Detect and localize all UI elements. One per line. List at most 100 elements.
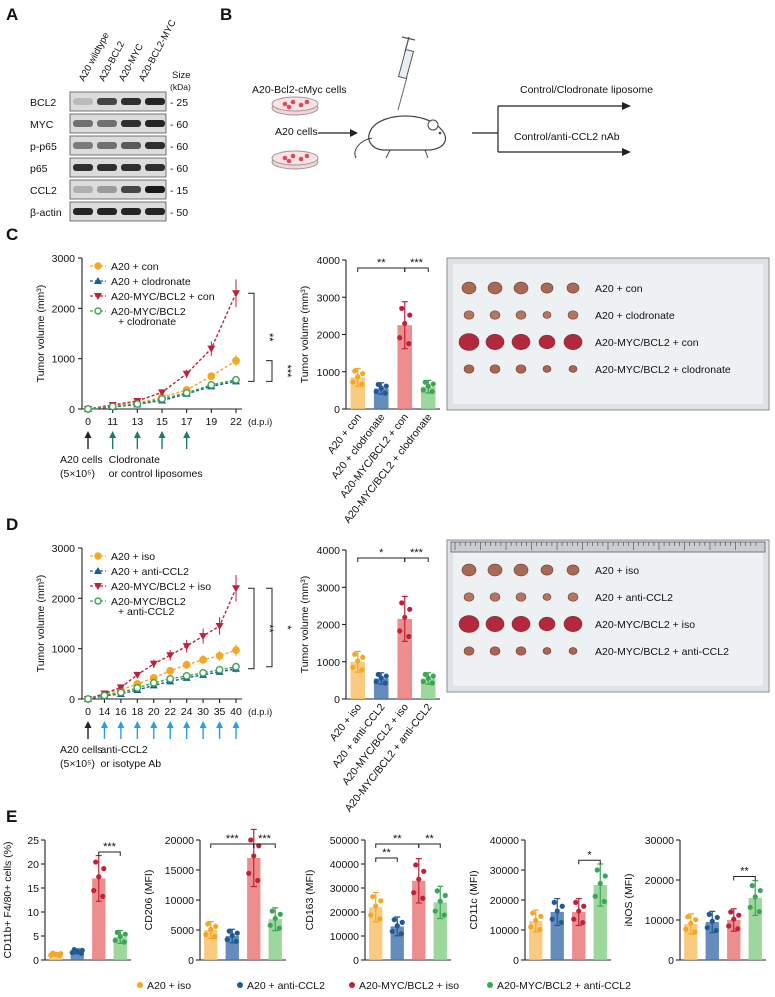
series-line (87, 666, 237, 700)
data-dot (74, 948, 80, 954)
tumor (511, 616, 531, 632)
arrow-head-icon (84, 431, 92, 438)
blot-band (73, 142, 93, 149)
blot-band (97, 186, 117, 193)
blot-band (73, 98, 93, 105)
significance-mark: *** (410, 257, 424, 269)
injection-label: Clodronate (109, 454, 161, 466)
data-dot (592, 893, 598, 899)
x-tick-label: 22 (230, 416, 242, 428)
data-dot (402, 614, 408, 620)
blot-band (97, 164, 117, 171)
tumor (513, 563, 529, 577)
y-tick-label: 0 (188, 955, 194, 967)
tumor (538, 616, 556, 632)
significance-mark: ** (425, 833, 434, 845)
series-line (87, 668, 237, 700)
tumor-row-label: A20-MYC/BCL2 + con (595, 337, 699, 349)
significance-mark: * (379, 547, 384, 559)
x-tick-label: 0 (85, 706, 91, 718)
data-dot (382, 390, 388, 396)
culture-dish-icon (271, 96, 319, 116)
tumor (485, 334, 505, 350)
blot-band (145, 142, 165, 149)
data-dot (57, 952, 63, 959)
data-dot (571, 916, 577, 922)
panel-e-chart: 0 5 10 15 20 25 CD11b+ F4/80+ cells (%) *** (2, 835, 131, 967)
tumor (463, 310, 475, 320)
data-point (108, 402, 117, 411)
arrow-head-icon (84, 721, 92, 728)
data-dot (378, 385, 384, 391)
data-point (116, 688, 125, 697)
blot-band (121, 164, 141, 171)
injection-label: A20 cells (60, 454, 103, 466)
syringe-icon (397, 36, 416, 111)
y-tick-label: 1000 (317, 367, 341, 379)
y-tick-label: 10000 (490, 925, 519, 937)
data-dot (78, 950, 84, 956)
y-tick-label: 3000 (317, 292, 341, 304)
data-dot (432, 908, 438, 914)
blot-strip (69, 135, 167, 156)
x-tick-label: 20 (148, 706, 160, 718)
legend-label: A20 + anti-CCL2 (247, 980, 325, 992)
legend-label: A20-MYC/BCL2 (111, 306, 186, 318)
data-dot (370, 894, 376, 900)
legend-marker (94, 552, 102, 560)
data-dot (693, 917, 699, 923)
data-dot (93, 859, 99, 865)
y-axis-label: Tumor volume (mm³) (35, 575, 47, 673)
data-point (182, 643, 191, 651)
blot-band (121, 142, 141, 149)
data-dot (251, 853, 257, 859)
data-dot (413, 862, 419, 868)
y-tick-label: 15 (27, 883, 39, 895)
data-dot (234, 930, 240, 936)
tumor (463, 646, 475, 656)
data-point (166, 652, 175, 660)
tumor (567, 592, 579, 602)
data-dot (406, 341, 412, 347)
arrow-head-icon (199, 721, 207, 728)
y-tick-label: 30000 (330, 883, 359, 895)
x-tick-label: 24 (181, 706, 193, 718)
data-dot (425, 383, 431, 389)
injection-label: or isotype Ab (100, 758, 161, 770)
data-dot (437, 898, 443, 904)
data-dot (407, 312, 413, 318)
x-tick-label: 0 (85, 416, 91, 428)
x-tick-label: 30 (197, 706, 209, 718)
photo-background (453, 546, 763, 686)
data-dot (422, 671, 428, 678)
arrow-head-icon (622, 148, 631, 156)
blot-band (73, 164, 93, 171)
legend-marker (94, 567, 102, 574)
data-dot (377, 916, 383, 922)
data-dot (735, 926, 741, 932)
blot-size-label: - 60 (170, 119, 188, 131)
tumor (568, 365, 578, 373)
data-point (215, 665, 224, 674)
x-tick-label: 35 (214, 706, 226, 718)
tumor (513, 281, 529, 295)
tumor (489, 364, 501, 374)
data-dot (533, 917, 539, 923)
tumor (538, 334, 556, 350)
tumor (463, 592, 475, 602)
tumor (461, 281, 477, 295)
data-dot (709, 918, 715, 924)
tumor (567, 310, 579, 320)
blot-size-label: - 60 (170, 141, 188, 153)
legend-label: A20 + iso (147, 980, 191, 992)
y-axis-label: CD11b+ F4/80+ cells (%) (2, 841, 14, 958)
blot-row-label: p-p65 (30, 141, 57, 153)
data-point (199, 655, 208, 664)
tumor (540, 282, 554, 294)
significance-mark: *** (258, 833, 272, 845)
panel-e-legend: A20 + iso A20 + anti-CCL2 A20-MYC/BCL2 + i… (137, 980, 631, 992)
data-dot (233, 938, 239, 944)
blot-band (97, 98, 117, 105)
arrow-head-icon (133, 721, 141, 728)
